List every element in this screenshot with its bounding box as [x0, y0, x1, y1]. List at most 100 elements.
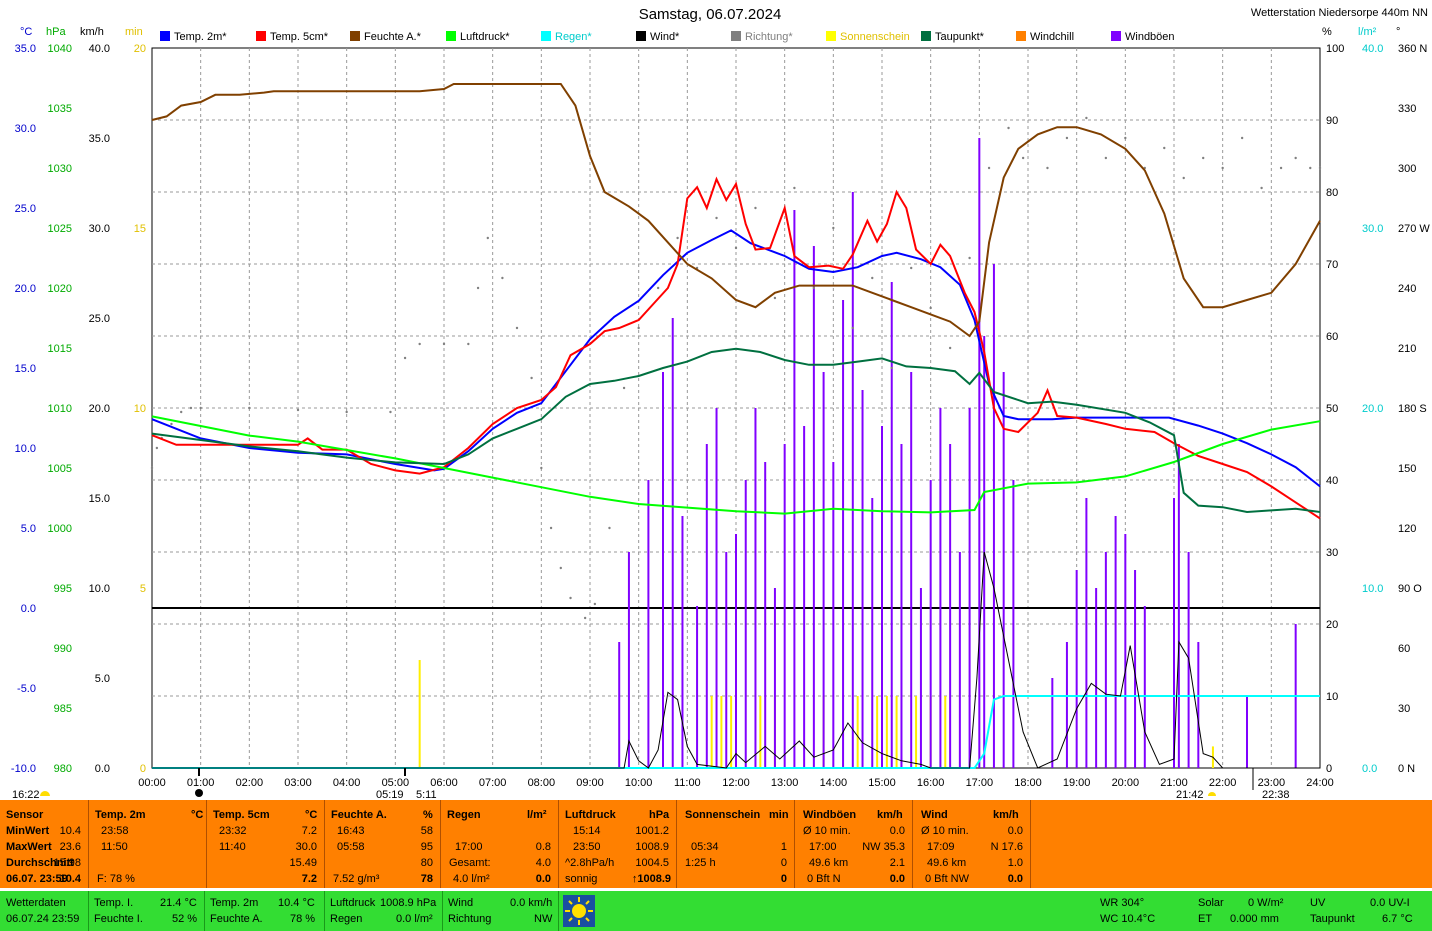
- row-current: 06.07. 23:59: [6, 873, 68, 885]
- cell-value: 0.0: [889, 825, 905, 837]
- unit-percent: %: [1322, 26, 1332, 38]
- tick-label-hpa: 1020: [48, 283, 72, 295]
- direction-point: [1240, 136, 1244, 140]
- status-luftdruck: 1008.9 hPa: [380, 897, 437, 909]
- tick-label-hpa: 1005: [48, 463, 72, 475]
- tick-label-hour: 11:00: [674, 777, 701, 789]
- status-datetime: 06.07.24 23:59: [6, 913, 80, 925]
- sunshine-bar: [720, 696, 723, 768]
- status-feuchte-i-label: Feuchte I.: [94, 913, 143, 925]
- col-sonne: Sonnenschein min 05:34 1 1:25 h 0 0: [676, 800, 795, 888]
- tick-label-kmh: 10.0: [89, 583, 110, 595]
- tick-label-hour: 07:00: [479, 777, 507, 789]
- cell-time: 05:58: [337, 841, 365, 853]
- legend-feuchte: Feuchte A.*: [350, 31, 421, 43]
- tick-label-hour: 05:00: [382, 777, 410, 789]
- direction-point: [1104, 156, 1108, 160]
- tick-label-degree: 240: [1398, 283, 1416, 295]
- cell-value: 0.0: [1007, 825, 1023, 837]
- tick-label-percent: 20: [1326, 619, 1338, 631]
- cell-note: Ø 10 min.: [921, 825, 969, 837]
- tick-label-degree: 300: [1398, 163, 1416, 175]
- legend-temp5cm: Temp. 5cm*: [256, 31, 328, 43]
- row-min: MinWert: [6, 825, 50, 837]
- legend-regen: Regen*: [541, 31, 592, 43]
- tick-label-hour: 13:00: [771, 777, 799, 789]
- direction-point: [1182, 176, 1185, 180]
- cell-value: NW 35.3: [862, 841, 905, 853]
- direction-point: [248, 406, 251, 410]
- tick-label-hpa: 1000: [48, 523, 72, 535]
- direction-point: [403, 356, 407, 360]
- status-feuchte-a-label: Feuchte A.: [210, 913, 263, 925]
- direction-point: [734, 246, 738, 250]
- tick-label-hour: 00:00: [138, 777, 166, 789]
- status-richtung: NW: [534, 913, 553, 925]
- cell-time: 16:43: [337, 825, 365, 837]
- direction-point: [345, 410, 348, 414]
- sunshine-bar: [885, 696, 888, 768]
- status-separator: [88, 891, 89, 931]
- cell-time: 11:40: [219, 841, 246, 853]
- status-temp2m-label: Temp. 2m: [210, 897, 259, 909]
- sunshine-bar: [895, 696, 898, 768]
- col-unit: hPa: [649, 809, 670, 821]
- status-solar: 0 W/m²: [1248, 897, 1284, 909]
- direction-point: [1318, 166, 1322, 170]
- tick-label-lm2: 30.0: [1362, 223, 1383, 235]
- direction-point: [1046, 166, 1049, 170]
- cell-time: 23:32: [219, 825, 247, 837]
- col-end: [1030, 800, 1031, 888]
- direction-point: [656, 286, 660, 290]
- tick-label-hour: 16:00: [917, 777, 945, 789]
- sunshine-bar: [730, 696, 733, 768]
- direction-point: [583, 616, 587, 620]
- status-wc: WC 10.4°C: [1100, 913, 1156, 925]
- astro-moonrise: 05:19: [376, 789, 404, 800]
- tick-label-lm2: 20.0: [1362, 403, 1383, 415]
- direction-point: [170, 422, 173, 426]
- tick-label-hpa: 1040: [48, 43, 72, 55]
- tick-label-hour: 23:00: [1258, 777, 1286, 789]
- tick-label-min: 5: [140, 583, 146, 595]
- tick-label-degree: 0 N: [1398, 763, 1415, 775]
- tick-label-percent: 30: [1326, 547, 1338, 559]
- moon-icon: [40, 791, 50, 796]
- legend-swatch: [541, 31, 551, 41]
- tick-label-hpa: 1025: [48, 223, 72, 235]
- tick-label-lm2: 0.0: [1362, 763, 1377, 775]
- direction-point: [1279, 166, 1283, 170]
- cell-value: 95: [420, 841, 433, 853]
- tick-label-degree: 210: [1398, 343, 1416, 355]
- sun-icon: [1208, 792, 1216, 796]
- cell-value: 1: [780, 841, 787, 853]
- direction-point: [622, 386, 626, 390]
- status-taupunkt-label: Taupunkt: [1310, 913, 1355, 925]
- direction-point: [890, 366, 893, 370]
- series-line-regen-: [152, 695, 1320, 769]
- tick-label-degree: 180 S: [1398, 403, 1427, 415]
- cell-current: 0.0: [535, 873, 551, 885]
- tick-label-hour: 19:00: [1063, 777, 1091, 789]
- col-unit: l/m²: [527, 809, 547, 821]
- cell-time: 17:00: [455, 841, 483, 853]
- direction-point: [418, 342, 421, 346]
- tick-label-temp: -5.0: [17, 683, 36, 695]
- moon-phase-icon: [195, 789, 203, 797]
- status-temp2m: 10.4 °C: [278, 897, 315, 909]
- cell-note: 4.0 l/m²: [453, 873, 490, 885]
- direction-point: [189, 406, 193, 410]
- col-unit: km/h: [877, 809, 903, 821]
- col-head: Sonnenschein: [685, 809, 761, 821]
- status-bar: Wetterdaten 06.07.24 23:59 Temp. I. 21.4…: [0, 891, 1432, 931]
- cell-note: 0 Bft N: [807, 873, 841, 885]
- tick-label-hour: 10:00: [625, 777, 653, 789]
- status-separator: [204, 891, 205, 931]
- cell-note: 49.6 km: [927, 857, 967, 869]
- tick-label-hpa: 985: [54, 703, 72, 715]
- direction-point: [1124, 136, 1127, 140]
- tick-label-percent: 40: [1326, 475, 1338, 487]
- tick-label-percent: 80: [1326, 187, 1338, 199]
- cell-time: 23:50: [573, 841, 601, 853]
- cell-note: 0 Bft NW: [925, 873, 970, 885]
